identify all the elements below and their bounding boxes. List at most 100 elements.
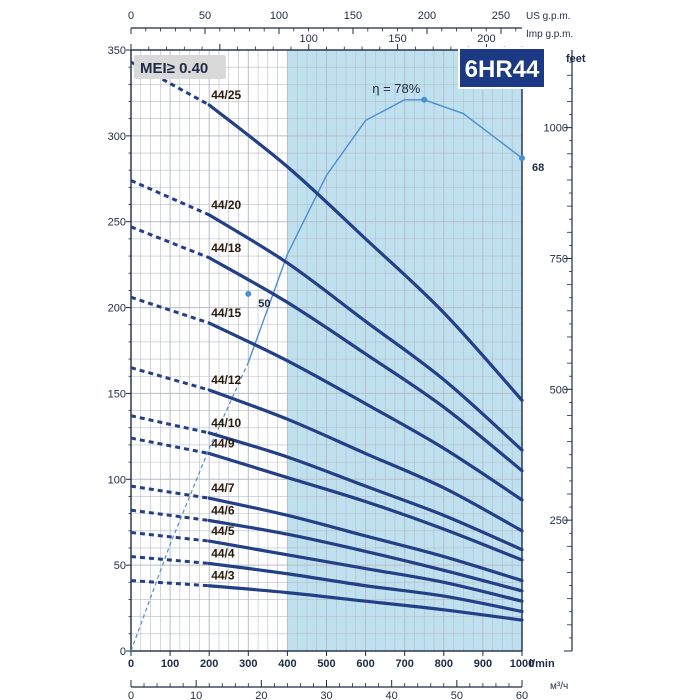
series-label-44-4: 44/4 (211, 546, 235, 560)
curve-solid-segment (207, 256, 524, 473)
curve-solid-segment (207, 321, 524, 502)
x2-tick-label: 40 (386, 690, 398, 700)
mei-badge-text: MEI≥ 0.40 (140, 60, 208, 77)
top-tick-label: 200 (418, 10, 436, 22)
chart-title: 6HR44 (458, 47, 546, 89)
series-label-44-3: 44/3 (211, 569, 235, 583)
y-tick-label: 50 (114, 560, 126, 572)
curve-44-6 (130, 508, 524, 593)
series-label-44-5: 44/5 (211, 524, 235, 538)
y-tick-label: 0 (120, 646, 126, 658)
y-tick-label: 250 (108, 217, 126, 229)
y-tick-label: 350 (108, 45, 126, 57)
top-tick-label: 100 (270, 10, 288, 22)
series-label-44-6: 44/6 (211, 503, 235, 517)
x2-tick-label: 50 (451, 690, 463, 700)
efficiency-point-label: 68 (532, 162, 544, 174)
curve-solid-segment (207, 388, 524, 533)
y-tick-label: 300 (108, 131, 126, 143)
x-tick-label: 400 (278, 658, 296, 670)
curve-solid-segment (207, 431, 524, 552)
curve-solid-segment (207, 518, 524, 593)
x-tick-label: 300 (239, 658, 257, 670)
curve-dashed-segment (130, 579, 210, 588)
right-unit-label: feet (566, 53, 586, 65)
curve-dashed-segment (130, 60, 210, 107)
imp-tick-label: 150 (388, 33, 406, 45)
imp-tick-label: 200 (477, 33, 495, 45)
x2-tick-label: 20 (255, 690, 267, 700)
y-tick-label: 100 (108, 474, 126, 486)
efficiency-label: η = 78% (372, 81, 421, 96)
curve-44-7 (130, 484, 524, 583)
efficiency-line (247, 99, 523, 363)
series-label-44-20: 44/20 (211, 198, 241, 212)
top-tick-label: 0 (128, 10, 134, 22)
x-tick-label: 200 (200, 658, 218, 670)
series-label-44-25: 44/25 (211, 88, 241, 102)
efficiency-point (245, 290, 252, 297)
curve-solid-segment (207, 496, 524, 583)
curve-dashed-segment (130, 436, 210, 456)
curve-dashed-segment (130, 295, 210, 325)
curve-dashed-segment (130, 531, 210, 543)
top-tick-label: 50 (199, 10, 211, 22)
efficiency-point (519, 155, 525, 162)
curve-dashed-segment (130, 555, 210, 565)
right-tick-label: 250 (550, 515, 568, 527)
imp-unit-label: Imp g.p.m. (526, 29, 573, 40)
curve-dashed-segment (130, 414, 210, 435)
x2-tick-label: 30 (320, 690, 332, 700)
x-tick-label: 1000 (510, 658, 534, 670)
curve-dashed-segment (130, 484, 210, 500)
curve-solid-segment (207, 103, 524, 402)
chart-title-text: 6HR44 (465, 56, 540, 83)
x-tick-label: 600 (356, 658, 374, 670)
series-label-44-15: 44/15 (211, 306, 241, 320)
efficiency-point (421, 96, 428, 103)
curve-44-15 (130, 295, 524, 502)
y-tick-label: 150 (108, 388, 126, 400)
x2-tick-label: 60 (516, 690, 528, 700)
efficiency-line-dashed (130, 362, 249, 652)
efficiency-point-label: 50 (258, 298, 270, 310)
curve-dashed-segment (130, 366, 210, 392)
x-tick-label: 900 (474, 658, 492, 670)
grid (130, 49, 523, 652)
x-tick-label: 0 (128, 658, 134, 670)
x-tick-label: 800 (435, 658, 453, 670)
efficiency-curve: 50 68 η = 78% (130, 81, 544, 652)
right-tick-label: 1000 (544, 123, 568, 135)
curve-44-25 (130, 60, 524, 402)
curve-solid-segment (207, 539, 524, 603)
right-tick-label: 500 (550, 384, 568, 396)
imp-tick-label: 100 (300, 33, 318, 45)
curve-solid-segment (207, 213, 524, 452)
series-label-44-9: 44/9 (211, 437, 235, 451)
series-label-44-10: 44/10 (211, 416, 241, 430)
y-tick-label: 200 (108, 303, 126, 315)
series-labels: 44/25 44/20 44/18 44/15 44/12 44/10 44/9 44/7 44… (211, 88, 241, 583)
x-tick-label: 700 (396, 658, 414, 670)
x-tick-label: 500 (317, 658, 335, 670)
right-tick-label: 750 (550, 253, 568, 265)
curve-solid-segment (207, 561, 524, 614)
series-label-44-7: 44/7 (211, 481, 235, 495)
curve-44-12 (130, 366, 524, 533)
top-tick-label: 250 (492, 10, 510, 22)
series-label-44-18: 44/18 (211, 241, 241, 255)
curve-44-20 (130, 179, 524, 452)
series-label-44-12: 44/12 (211, 373, 241, 387)
x-tick-label: 100 (161, 658, 179, 670)
x2-tick-label: 10 (190, 690, 202, 700)
curve-solid-segment (207, 451, 524, 562)
curve-44-10 (130, 414, 524, 552)
curve-44-9 (130, 436, 524, 562)
curve-solid-segment (207, 584, 524, 622)
x-unit-label: l/min (529, 658, 555, 670)
x2-tick-label: 0 (128, 690, 134, 700)
x2-unit-label: м³/ч (550, 681, 568, 692)
curve-44-4 (130, 555, 524, 614)
